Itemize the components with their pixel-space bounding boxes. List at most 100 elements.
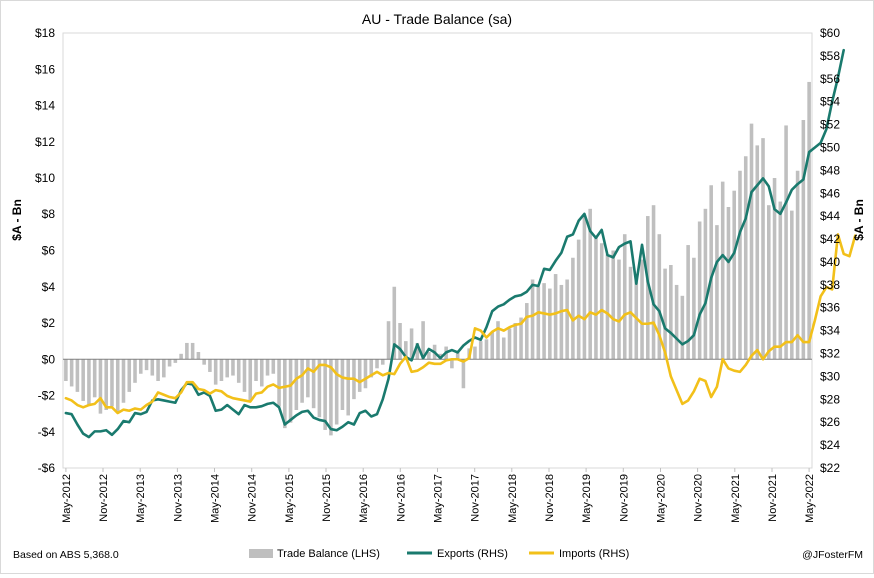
trade-balance-bar: [778, 201, 783, 360]
trade-balance-bar: [559, 284, 564, 360]
x-tick-label: Nov-2012: [98, 474, 110, 522]
trade-balance-bar: [265, 359, 270, 376]
trade-balance-bar: [277, 359, 281, 407]
right-tick-label: $36: [820, 301, 840, 315]
x-tick-label: Nov-2017: [470, 474, 482, 522]
trade-balance-bar: [64, 359, 68, 381]
trade-balance-bar: [611, 250, 616, 360]
trade-balance-bar: [398, 323, 402, 360]
x-tick-label: May-2013: [135, 474, 147, 523]
trade-balance-bar: [617, 259, 621, 360]
trade-balance-bar: [231, 359, 235, 376]
trade-balance-bar: [179, 353, 183, 360]
trade-balance-bar: [75, 359, 80, 392]
left-tick-label: $12: [35, 135, 55, 149]
trade-balance-bar: [501, 337, 506, 360]
right-tick-label: $42: [820, 232, 840, 246]
trade-balance-bar: [369, 359, 374, 378]
trade-balance-bar: [92, 359, 97, 398]
left-tick-label: -$2: [38, 389, 56, 403]
x-tick-label: Nov-2015: [321, 474, 333, 522]
right-tick-label: $46: [820, 186, 840, 200]
x-tick-label: May-2019: [581, 474, 593, 523]
trade-balance-bar: [409, 328, 414, 360]
trade-balance-bar: [542, 283, 546, 360]
trade-balance-bar: [646, 216, 650, 360]
trade-balance-bar: [576, 239, 581, 360]
trade-balance-bar: [196, 352, 201, 360]
trade-balance-bar: [375, 359, 379, 369]
trade-balance-bar: [156, 359, 160, 381]
trade-balance-bar: [283, 359, 287, 429]
trade-balance-bar: [202, 359, 206, 365]
trade-balance-bar: [761, 138, 765, 360]
trade-balance-bar: [404, 341, 408, 360]
trade-balance-bar: [455, 352, 460, 360]
x-tick-label: Nov-2019: [618, 474, 630, 522]
x-tick-label: Nov-2020: [693, 474, 705, 522]
x-tick-label: May-2016: [358, 474, 370, 523]
trade-balance-bar: [311, 359, 316, 409]
left-axis: -$6 -$4 -$2 $0 $2 $4 $6 $8 $10 $12 $14 $16 $18: [35, 26, 55, 475]
x-tick-label: May-2015: [284, 474, 296, 523]
trade-balance-bar: [473, 346, 477, 360]
right-tick-label: $30: [820, 369, 840, 383]
trade-balance-bar: [392, 286, 397, 360]
x-tick-label: May-2018: [507, 474, 519, 523]
trade-balance-bar: [242, 359, 247, 392]
trade-balance-bar: [795, 170, 800, 360]
right-tick-label: $26: [820, 415, 840, 429]
trade-balance-bar: [749, 123, 754, 360]
trade-balance-bar: [692, 257, 696, 360]
trade-balance-bar: [162, 359, 166, 378]
trade-balance-bar: [173, 359, 178, 363]
trade-balance-bar: [259, 359, 264, 387]
x-tick-label: Nov-2016: [395, 474, 407, 522]
right-tick-label: $56: [820, 72, 840, 86]
trade-balance-bar: [594, 236, 598, 360]
trade-balance-bar: [715, 225, 719, 360]
trade-balance-bar: [720, 181, 725, 360]
trade-balance-bar: [421, 321, 425, 360]
x-tick-label: May-2012: [61, 474, 73, 523]
trade-balance-bar: [732, 190, 736, 360]
trade-balance-bar: [622, 234, 627, 360]
trade-balance-bar: [703, 208, 708, 360]
legend-label-exports: Exports (RHS): [437, 548, 508, 560]
author-credit: @JFosterFM: [802, 549, 863, 561]
trade-balance-bar: [115, 359, 120, 412]
trade-balance-bar: [133, 359, 137, 383]
trade-balance-bar: [605, 254, 610, 360]
trade-balance-bar: [801, 120, 806, 360]
trade-balance-bar: [288, 359, 293, 423]
x-tick-label: May-2020: [656, 474, 668, 523]
x-tick-label: Nov-2021: [767, 474, 779, 522]
left-tick-label: $6: [42, 244, 56, 258]
trade-balance-bar: [190, 342, 195, 360]
trade-balance-bar: [772, 178, 777, 360]
trade-balance-bar: [69, 359, 74, 387]
trade-balance-bar: [213, 359, 218, 385]
right-tick-label: $52: [820, 118, 840, 132]
trade-balance-bar: [236, 359, 241, 383]
trade-balance-bar: [582, 216, 587, 360]
x-axis: May-2012 Nov-2012 May-2013 Nov-2013 May-2014…: [61, 468, 816, 523]
trade-balance-bar: [346, 359, 350, 416]
legend-swatch-trade-balance: [249, 549, 273, 558]
left-tick-label: $4: [42, 280, 56, 294]
trade-balance-bar: [87, 359, 91, 405]
x-tick-label: Nov-2013: [172, 474, 184, 522]
trade-balance-bar: [697, 221, 702, 360]
left-tick-label: $10: [35, 171, 55, 185]
trade-balance-bar: [565, 279, 569, 360]
left-tick-label: $16: [35, 62, 55, 76]
exports-line: [64, 48, 845, 439]
trade-balance-bar: [599, 243, 604, 360]
trade-balance-bar: [743, 156, 748, 360]
trade-balance-bar: [461, 359, 466, 389]
right-tick-label: $50: [820, 141, 840, 155]
trade-balance-bar: [530, 279, 535, 360]
x-tick-label: May-2022: [804, 474, 816, 523]
